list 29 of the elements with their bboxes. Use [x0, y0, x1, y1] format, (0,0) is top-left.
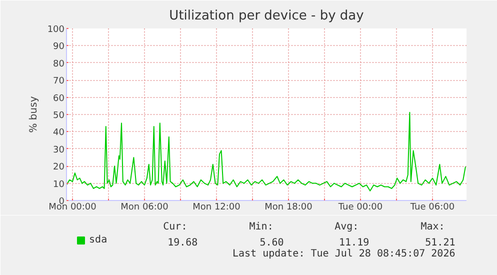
y-tick-label: 10 — [53, 180, 65, 190]
y-tick-label: 70 — [53, 76, 65, 87]
text: 51.21 — [425, 238, 456, 248]
x-tick-label: Tue 06:00 — [409, 202, 455, 212]
x-tick-label: Tue 00:00 — [337, 202, 383, 212]
y-tick-label: 90 — [53, 42, 65, 52]
y-tick-label: 60 — [53, 94, 65, 104]
x-tick-label: Mon 12:00 — [192, 202, 241, 212]
text: Cur: — [163, 222, 188, 232]
line-series — [66, 112, 466, 192]
y-tick-label: 80 — [53, 59, 65, 70]
x-tick-label: Mon 00:00 — [48, 202, 97, 212]
text: Last update: Tue Jul 28 08:45:07 2026 — [232, 248, 456, 260]
text: Max: — [420, 222, 445, 232]
y-tick-label: 40 — [53, 128, 65, 138]
text: 11.19 — [339, 238, 370, 248]
chart-title: Utilization per device - by day — [169, 8, 364, 24]
y-tick-label: 100 — [47, 25, 65, 35]
y-tick-label: 20 — [53, 162, 65, 173]
y-tick-label: 50 — [53, 111, 65, 121]
text: 5.60 — [260, 238, 284, 248]
text: Avg: — [334, 222, 359, 232]
y-axis-title: % busy — [28, 96, 40, 133]
legend-label: sda — [89, 234, 108, 246]
text: Min: — [249, 222, 274, 232]
x-tick-label: Mon 06:00 — [120, 202, 169, 212]
x-tick-label: Mon 18:00 — [264, 202, 313, 212]
y-tick-label: 30 — [53, 145, 65, 156]
text: 19.68 — [168, 238, 198, 248]
